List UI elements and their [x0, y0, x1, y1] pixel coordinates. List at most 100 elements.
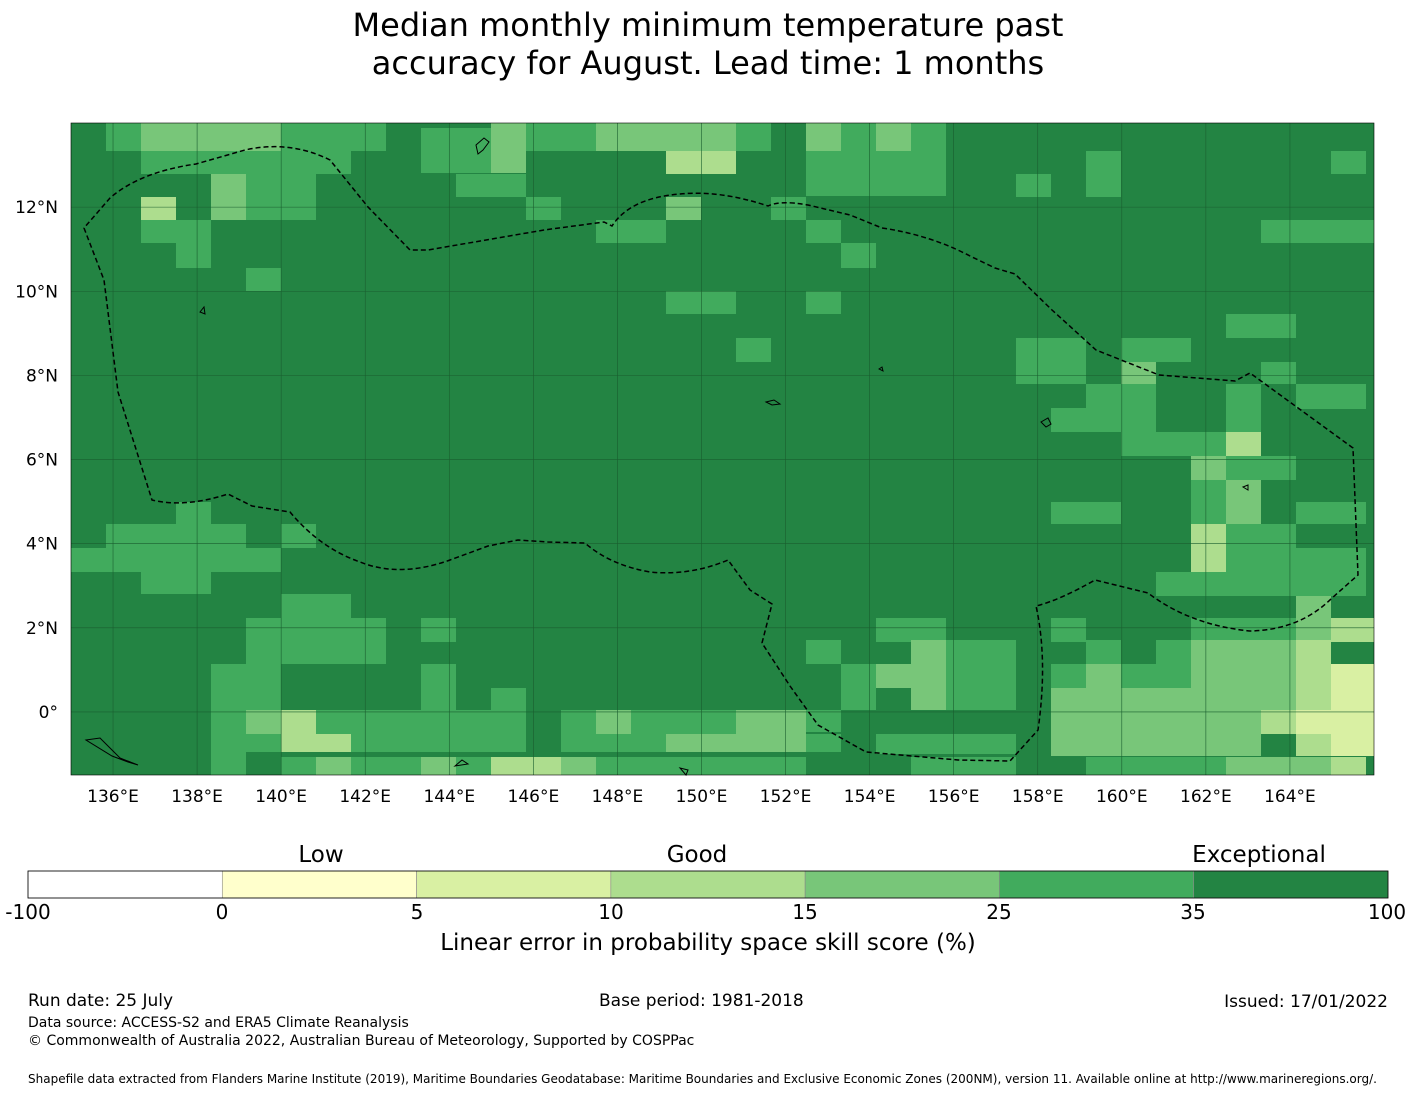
skill-cell	[1191, 524, 1226, 572]
skill-cell	[281, 123, 351, 151]
skill-cell	[71, 548, 106, 572]
skill-cell	[1086, 664, 1121, 688]
skill-cell	[876, 734, 946, 754]
colorbar-swatch	[804, 870, 1000, 899]
island-outlines	[84, 137, 1249, 776]
skill-cell	[246, 618, 386, 664]
skill-cell	[281, 734, 351, 752]
skill-cell	[1331, 664, 1374, 734]
skill-cell	[421, 128, 491, 173]
skill-cell	[316, 710, 456, 734]
skill-cell	[211, 664, 281, 710]
latitude-label: 0°	[39, 703, 58, 723]
skill-cell	[421, 757, 456, 775]
skill-cell	[1156, 640, 1191, 664]
map-panel: 136°E 138°E 140°E 142°E 144°E 146°E 148°E 150°E…	[15, 122, 1375, 807]
skill-cell	[246, 710, 281, 734]
colorbar-swatch	[610, 870, 806, 899]
skill-cell	[1296, 734, 1331, 756]
skill-cell	[1331, 734, 1374, 756]
skill-cell	[946, 664, 1016, 710]
skill-cell	[1016, 338, 1086, 384]
longitude-labels: 136°E 138°E 140°E 142°E 144°E 146°E 148°E 150°E…	[87, 787, 1316, 807]
longitude-label: 146°E	[508, 787, 560, 807]
skill-cell	[1051, 408, 1086, 432]
skill-cell	[281, 757, 316, 775]
skill-cell	[631, 710, 736, 734]
skill-cell	[1051, 688, 1191, 710]
skill-cell	[806, 640, 841, 664]
skill-cell	[491, 123, 526, 173]
skill-cell	[211, 174, 246, 220]
skill-cell	[841, 664, 876, 710]
skill-cell	[1121, 338, 1191, 362]
skill-cell	[1331, 151, 1366, 174]
longitude-label: 144°E	[423, 787, 475, 807]
skill-cell	[456, 174, 526, 197]
skill-cell	[351, 123, 386, 151]
skill-cell	[106, 123, 141, 151]
longitude-label: 152°E	[760, 787, 812, 807]
skill-cell	[561, 757, 596, 775]
colorbar-tick: 10	[598, 900, 624, 924]
skill-cell	[911, 123, 946, 151]
longitude-label: 154°E	[844, 787, 896, 807]
skill-cell	[771, 197, 806, 220]
copyright: © Commonwealth of Australia 2022, Austra…	[28, 1033, 695, 1049]
skill-cell	[1226, 757, 1296, 775]
longitude-label: 150°E	[676, 787, 728, 807]
island-outline	[453, 759, 470, 767]
skill-cell	[526, 123, 596, 151]
skill-cell	[491, 688, 526, 710]
island-outline	[878, 366, 884, 372]
run-date: Run date: 25 July	[28, 991, 174, 1011]
colorbar-category-low: Low	[298, 842, 344, 868]
colorbar-swatch	[27, 870, 223, 899]
longitude-label: 138°E	[171, 787, 223, 807]
skill-cell	[1051, 618, 1086, 642]
skill-cell	[841, 243, 876, 268]
latitude-label: 12°N	[15, 198, 58, 218]
skill-cell	[736, 338, 771, 362]
longitude-label: 164°E	[1264, 787, 1316, 807]
skill-cell	[421, 618, 456, 642]
skill-cell	[421, 664, 456, 710]
skill-cell	[806, 710, 841, 732]
skill-cell	[456, 757, 491, 775]
skill-cell	[351, 734, 491, 752]
skill-cell	[1261, 362, 1296, 384]
skill-cell	[141, 197, 176, 220]
skill-cell	[806, 151, 946, 196]
skill-cell	[281, 524, 316, 548]
skill-cell	[211, 757, 246, 775]
skill-cell	[596, 220, 666, 243]
skill-cell	[1191, 710, 1261, 756]
skill-cell	[141, 572, 211, 594]
skill-cell	[141, 123, 281, 151]
colorbar-swatch	[1193, 870, 1389, 899]
colorbar	[27, 870, 1389, 899]
issued-date: Issued: 17/01/2022	[1224, 992, 1388, 1012]
map-title: Median monthly minimum temperature past …	[0, 6, 1416, 82]
skill-cell	[561, 710, 596, 734]
skill-cell	[806, 734, 841, 752]
skill-cell	[841, 123, 876, 151]
skill-cell	[1226, 384, 1261, 432]
skill-cell	[1331, 757, 1366, 775]
skill-cell	[1296, 384, 1366, 409]
skill-cell	[596, 757, 806, 775]
colorbar-tick: 5	[410, 900, 424, 924]
skill-cell	[736, 710, 806, 734]
skill-cell	[666, 291, 736, 314]
graticule	[71, 123, 1374, 775]
latitude-label: 4°N	[26, 535, 58, 555]
skill-cell	[596, 710, 631, 734]
skill-cell	[631, 123, 736, 151]
shapefile-credit: Shapefile data extracted from Flanders M…	[28, 1072, 1377, 1086]
skill-cell	[1086, 151, 1121, 197]
skill-cell	[141, 151, 211, 174]
skill-cell	[806, 291, 841, 314]
title-line-1: Median monthly minimum temperature past	[352, 6, 1064, 44]
skill-cell	[1296, 502, 1366, 524]
colorbar-tick: 35	[1180, 900, 1206, 924]
